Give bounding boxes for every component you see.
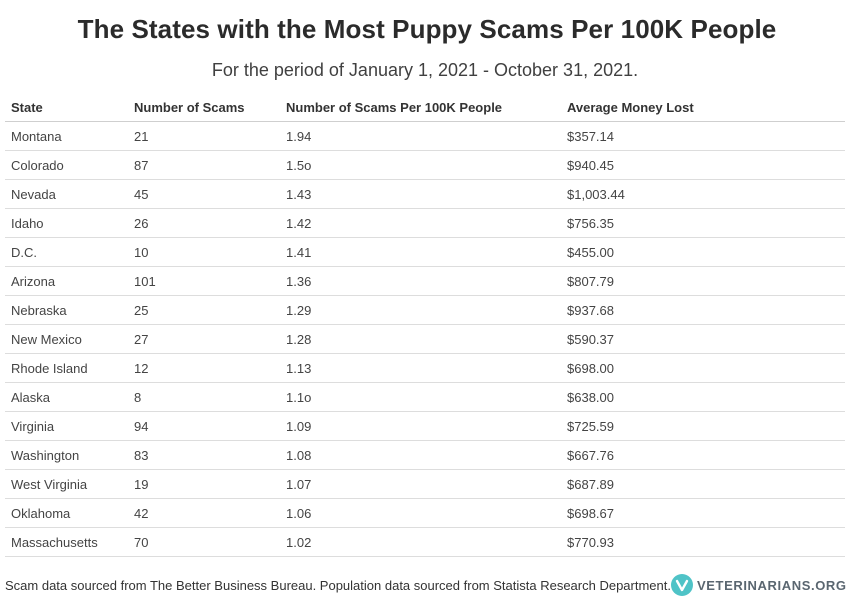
cell-average-money-lost: $937.68: [561, 295, 845, 325]
veterinarians-logo[interactable]: VETERINARIANS.ORG: [671, 573, 847, 597]
cell-number-of-scams: 87: [128, 150, 280, 180]
table-row: Nevada 45 1.43 $1,003.44: [5, 179, 845, 209]
cell-state: Massachusetts: [5, 527, 128, 557]
source-note: Scam data sourced from The Better Busine…: [5, 578, 671, 593]
table-row: Colorado 87 1.5o $940.45: [5, 150, 845, 180]
cell-scams-per-100k: 1.5o: [280, 150, 561, 180]
cell-scams-per-100k: 1.29: [280, 295, 561, 325]
cell-state: Montana: [5, 121, 128, 151]
cell-number-of-scams: 21: [128, 121, 280, 151]
cell-average-money-lost: $1,003.44: [561, 179, 845, 209]
cell-number-of-scams: 94: [128, 411, 280, 441]
logo-text: VETERINARIANS.ORG: [697, 577, 847, 593]
column-header-state: State: [5, 93, 128, 122]
table-row: D.C. 10 1.41 $455.00: [5, 237, 845, 267]
cell-average-money-lost: $725.59: [561, 411, 845, 441]
cell-number-of-scams: 8: [128, 382, 280, 412]
table-row: West Virginia 19 1.07 $687.89: [5, 469, 845, 499]
scams-table: State Number of Scams Number of Scams Pe…: [5, 93, 845, 557]
cell-state: Alaska: [5, 382, 128, 412]
cell-scams-per-100k: 1.08: [280, 440, 561, 470]
cell-number-of-scams: 101: [128, 266, 280, 296]
cell-state: Idaho: [5, 208, 128, 238]
cell-average-money-lost: $698.00: [561, 353, 845, 383]
header-row: State Number of Scams Number of Scams Pe…: [5, 93, 845, 122]
cell-average-money-lost: $807.79: [561, 266, 845, 296]
cell-state: Rhode Island: [5, 353, 128, 383]
table-row: Washington 83 1.08 $667.76: [5, 440, 845, 470]
cell-average-money-lost: $590.37: [561, 324, 845, 354]
cell-scams-per-100k: 1.07: [280, 469, 561, 499]
cell-state: Nevada: [5, 179, 128, 209]
cell-scams-per-100k: 1.28: [280, 324, 561, 354]
cell-state: West Virginia: [5, 469, 128, 499]
cell-scams-per-100k: 1.43: [280, 179, 561, 209]
cell-number-of-scams: 45: [128, 179, 280, 209]
page-title: The States with the Most Puppy Scams Per…: [77, 14, 777, 44]
cell-average-money-lost: $687.89: [561, 469, 845, 499]
cell-average-money-lost: $357.14: [561, 121, 845, 151]
cell-number-of-scams: 25: [128, 295, 280, 325]
table-row: Rhode Island 12 1.13 $698.00: [5, 353, 845, 383]
cell-scams-per-100k: 1.1o: [280, 382, 561, 412]
cell-scams-per-100k: 1.06: [280, 498, 561, 528]
cell-state: Oklahoma: [5, 498, 128, 528]
cell-state: Arizona: [5, 266, 128, 296]
table-row: Alaska 8 1.1o $638.00: [5, 382, 845, 412]
cell-scams-per-100k: 1.41: [280, 237, 561, 267]
cell-scams-per-100k: 1.09: [280, 411, 561, 441]
cell-state: Nebraska: [5, 295, 128, 325]
cell-average-money-lost: $638.00: [561, 382, 845, 412]
cell-average-money-lost: $756.35: [561, 208, 845, 238]
cell-state: Washington: [5, 440, 128, 470]
cell-state: Colorado: [5, 150, 128, 180]
cell-number-of-scams: 12: [128, 353, 280, 383]
cell-number-of-scams: 26: [128, 208, 280, 238]
cell-number-of-scams: 70: [128, 527, 280, 557]
cell-number-of-scams: 42: [128, 498, 280, 528]
cell-average-money-lost: $698.67: [561, 498, 845, 528]
cell-scams-per-100k: 1.42: [280, 208, 561, 238]
table-row: Nebraska 25 1.29 $937.68: [5, 295, 845, 325]
table-header: State Number of Scams Number of Scams Pe…: [5, 93, 845, 122]
cell-scams-per-100k: 1.94: [280, 121, 561, 151]
veterinarians-logo-icon: [671, 574, 693, 596]
table-row: New Mexico 27 1.28 $590.37: [5, 324, 845, 354]
cell-scams-per-100k: 1.36: [280, 266, 561, 296]
table-row: Oklahoma 42 1.06 $698.67: [5, 498, 845, 528]
table-row: Idaho 26 1.42 $756.35: [5, 208, 845, 238]
cell-state: D.C.: [5, 237, 128, 267]
cell-average-money-lost: $770.93: [561, 527, 845, 557]
cell-scams-per-100k: 1.02: [280, 527, 561, 557]
column-header-average-money-lost: Average Money Lost: [561, 93, 845, 122]
table-row: Montana 21 1.94 $357.14: [5, 121, 845, 151]
cell-scams-per-100k: 1.13: [280, 353, 561, 383]
cell-average-money-lost: $667.76: [561, 440, 845, 470]
cell-average-money-lost: $455.00: [561, 237, 845, 267]
column-header-number-of-scams: Number of Scams: [128, 93, 280, 122]
cell-number-of-scams: 83: [128, 440, 280, 470]
table-body: Montana 21 1.94 $357.14 Colorado 87 1.5o $940.4…: [5, 121, 845, 557]
cell-state: New Mexico: [5, 324, 128, 354]
cell-average-money-lost: $940.45: [561, 150, 845, 180]
cell-number-of-scams: 27: [128, 324, 280, 354]
cell-state: Virginia: [5, 411, 128, 441]
column-header-scams-per-100k: Number of Scams Per 100K People: [280, 93, 561, 122]
table-row: Arizona 101 1.36 $807.79: [5, 266, 845, 296]
cell-number-of-scams: 19: [128, 469, 280, 499]
page-subtitle: For the period of January 1, 2021 - Octo…: [211, 60, 639, 80]
table-row: Virginia 94 1.09 $725.59: [5, 411, 845, 441]
cell-number-of-scams: 10: [128, 237, 280, 267]
table-row: Massachusetts 70 1.02 $770.93: [5, 527, 845, 557]
